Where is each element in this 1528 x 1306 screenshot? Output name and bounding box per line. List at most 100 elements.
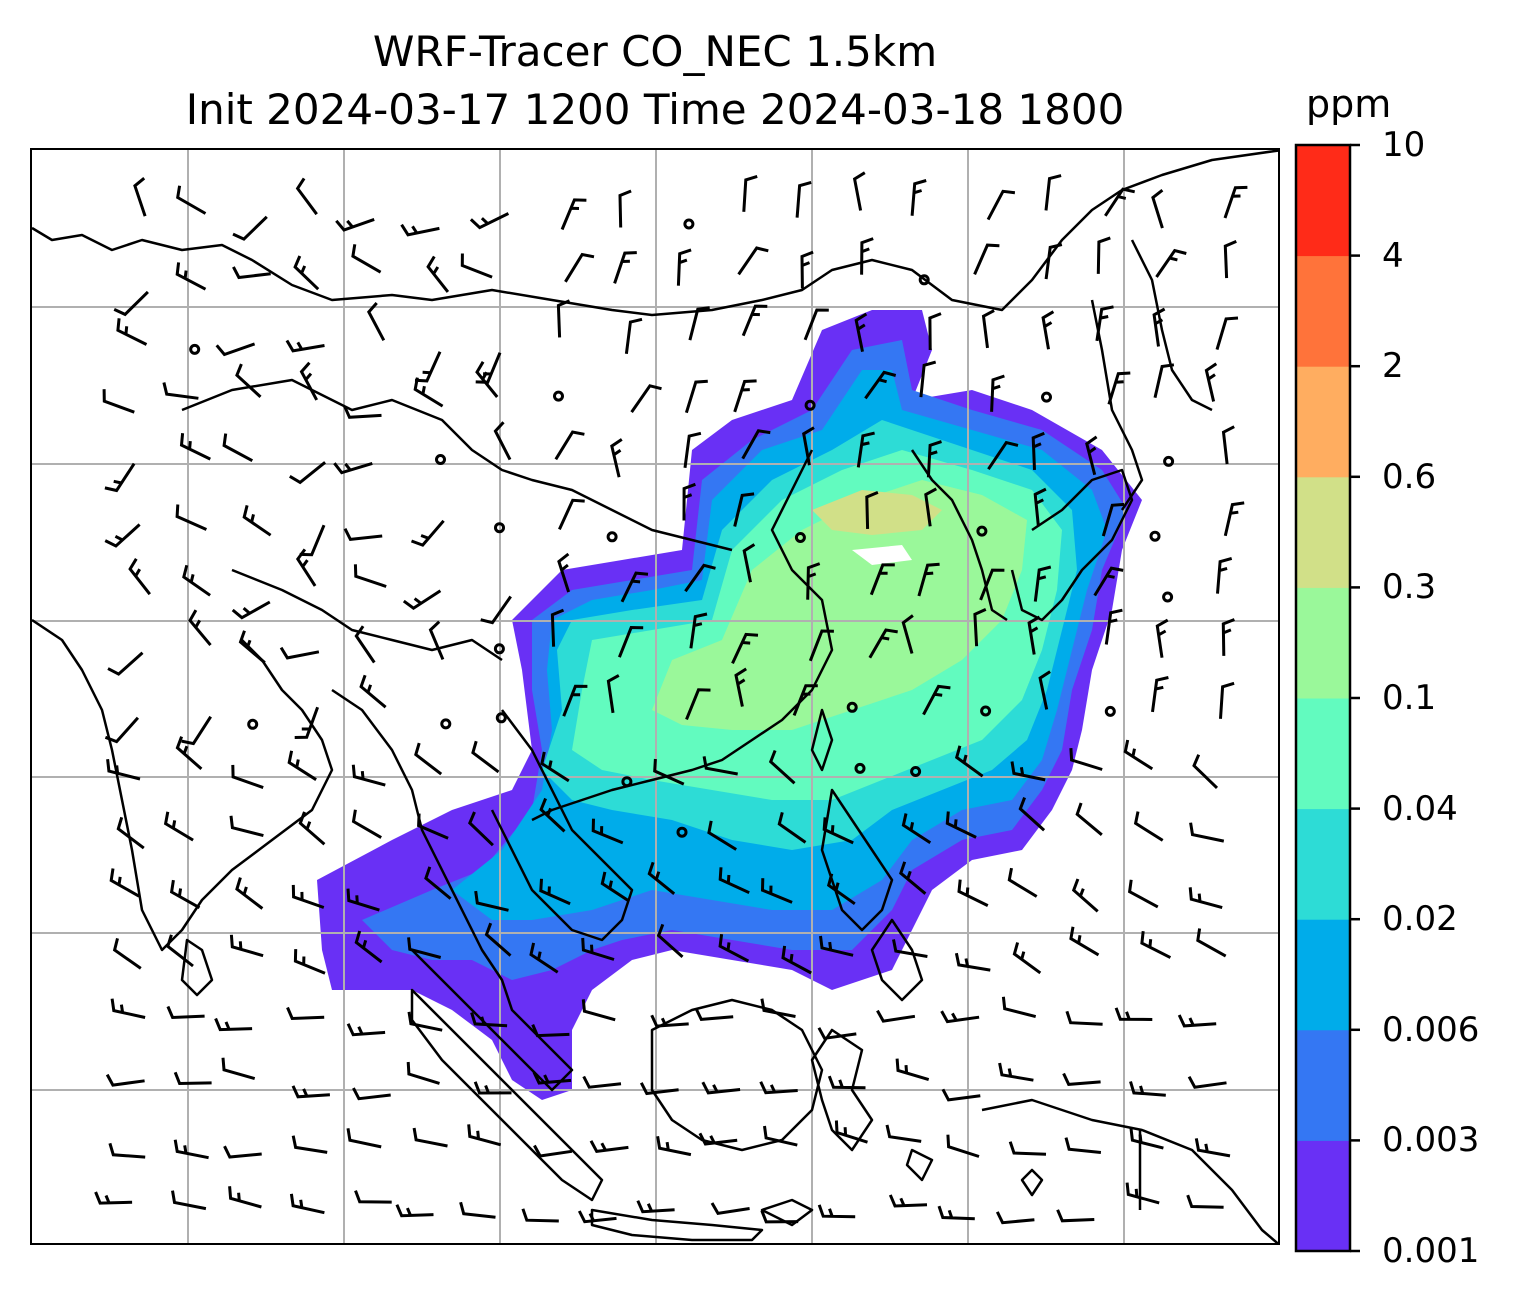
wind-barb: [647, 861, 676, 895]
wind-barb: [279, 646, 320, 660]
wind-barb: [354, 625, 376, 664]
wind-barb: [957, 879, 989, 907]
wind-barb: [1219, 681, 1235, 719]
wind-barb: [352, 1087, 391, 1101]
wind-barb: [986, 189, 1016, 221]
wind-barb: [229, 934, 264, 958]
map-title-line-1: WRF-Tracer CO_NEC 1.5km: [372, 27, 938, 76]
wind-barb: [817, 1204, 856, 1219]
colorbar-segment: [1296, 1140, 1350, 1252]
wind-barb: [589, 1140, 629, 1154]
wind-barb: [737, 246, 769, 276]
map-panel: [30, 148, 1280, 1245]
wind-barb: [817, 1027, 857, 1040]
wind-barb: [460, 253, 493, 279]
wind-barb: [175, 262, 207, 291]
wind-barb: [298, 811, 326, 846]
wind-barb: [760, 878, 793, 904]
wind-barb: [1001, 996, 1037, 1019]
wind-barb: [231, 600, 271, 620]
wind-barb: [554, 430, 585, 461]
wind-barb: [624, 317, 643, 354]
wind-barb: [295, 177, 318, 216]
wind-barb: [412, 1127, 448, 1148]
colorbar-unit-label: ppm: [1306, 82, 1392, 126]
wind-barb: [630, 384, 662, 413]
wind-barb: [221, 1057, 256, 1081]
wind-barb: [556, 299, 571, 338]
wind-barb: [698, 1132, 738, 1146]
wind-barb: [656, 1136, 692, 1157]
wind-barb: [291, 1085, 330, 1099]
wind-barb: [1194, 1138, 1231, 1158]
wind-barb: [808, 629, 834, 662]
calm-marker: [1162, 591, 1174, 603]
wind-barb: [613, 251, 637, 284]
plume-level-7: [812, 490, 942, 535]
wind-barb: [529, 942, 559, 974]
wind-barb: [1123, 739, 1154, 771]
plume-gap: [852, 545, 912, 565]
wind-barb: [683, 431, 702, 468]
wind-barb: [407, 1011, 443, 1032]
wind-barb: [1069, 926, 1100, 957]
wind-barb: [366, 302, 386, 342]
wind-barb: [562, 684, 588, 717]
wind-barb: [299, 524, 326, 557]
wind-barb: [107, 651, 144, 676]
wind-barb: [987, 440, 1019, 471]
wind-barb: [162, 382, 199, 400]
wind-barb: [926, 440, 942, 478]
wind-barb: [179, 433, 211, 461]
calm-marker: [1041, 391, 1052, 403]
wind-barb: [901, 614, 914, 654]
wind-barb: [1188, 887, 1223, 910]
colorbar-segment: [1296, 587, 1350, 699]
wind-barb: [1223, 185, 1248, 219]
calm-marker: [910, 766, 922, 777]
wind-barb: [1151, 676, 1169, 713]
wind-barb: [928, 312, 942, 351]
wind-barb: [741, 429, 771, 460]
wind-barb: [702, 756, 738, 776]
wind-barb: [1104, 187, 1136, 217]
wind-barb: [684, 563, 716, 593]
wind-barb: [1153, 363, 1175, 399]
wind-barb: [1018, 797, 1046, 832]
wind-barb: [577, 1210, 617, 1224]
wind-barb: [214, 1017, 253, 1032]
wind-barb: [238, 630, 266, 664]
wind-barb: [618, 625, 644, 658]
wind-barb: [701, 1081, 741, 1095]
wind-barb: [1196, 928, 1227, 958]
wind-barb: [173, 1071, 212, 1086]
wind-barb: [1101, 502, 1125, 537]
colorbar-segment: [1296, 255, 1350, 367]
colorbar: [1294, 143, 1360, 1253]
wind-barb: [291, 1135, 328, 1154]
wind-barb: [1071, 878, 1099, 913]
wind-barb: [473, 1081, 512, 1095]
wind-barb: [540, 751, 570, 783]
wind-barb: [410, 519, 445, 547]
wind-barb: [1133, 811, 1164, 842]
wind-barb: [215, 342, 256, 357]
calm-marker: [247, 718, 259, 730]
map-title-line-2: Init 2024-03-17 1200 Time 2024-03-18 180…: [185, 85, 1125, 134]
wind-barb: [768, 749, 796, 785]
wind-barb: [937, 1205, 975, 1221]
calm-marker: [846, 701, 858, 713]
colorbar-tick-label: 0.6: [1382, 456, 1437, 497]
wind-barb: [1114, 1007, 1153, 1021]
wind-barb: [474, 890, 509, 912]
wind-barb: [676, 248, 692, 286]
colorbar-segment: [1296, 145, 1350, 257]
wind-barb: [777, 812, 807, 844]
wind-barb: [104, 462, 136, 493]
wind-barb: [351, 764, 386, 787]
wind-barb: [343, 528, 383, 542]
calm-marker: [621, 776, 633, 788]
wind-barb: [688, 306, 710, 341]
wind-barb: [173, 1139, 209, 1160]
wind-barb: [800, 250, 814, 289]
